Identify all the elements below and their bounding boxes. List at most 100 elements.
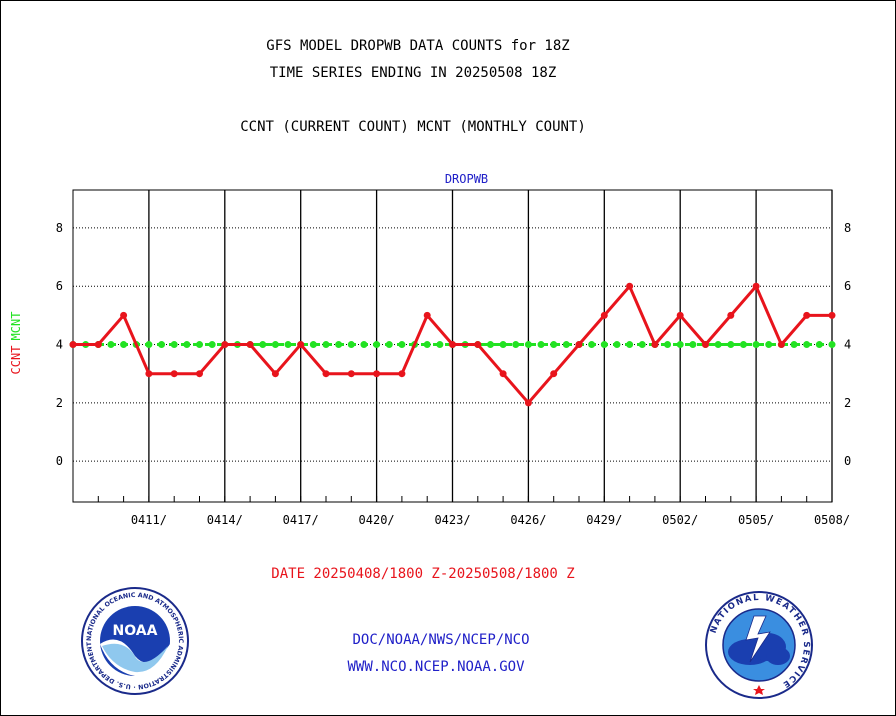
y-tick-label-left: 8 — [56, 221, 63, 235]
website-label: WWW.NCO.NCEP.NOAA.GOV — [347, 659, 525, 675]
x-tick-label: 0426/ — [510, 513, 546, 527]
mcnt-point — [664, 341, 672, 349]
ccnt-point — [651, 341, 659, 349]
ccnt-point — [524, 399, 532, 407]
y-tick-label-left: 4 — [56, 338, 63, 352]
mcnt-point — [259, 341, 267, 349]
ccnt-point — [777, 341, 785, 349]
y-axis-label-mcnt: MCNT — [9, 312, 23, 341]
mcnt-point — [626, 341, 634, 349]
mcnt-point — [714, 341, 722, 349]
ccnt-point — [69, 341, 77, 349]
y-tick-label-right: 0 — [844, 454, 851, 468]
ccnt-point — [752, 282, 760, 290]
ccnt-point — [120, 311, 128, 319]
x-tick-label: 0414/ — [207, 513, 243, 527]
mcnt-point — [360, 341, 368, 349]
ccnt-point — [373, 370, 381, 378]
mcnt-point — [158, 341, 166, 349]
ccnt-point — [600, 311, 608, 319]
x-tick-label: 0502/ — [662, 513, 698, 527]
ccnt-point — [297, 341, 305, 349]
chart-title-line2: TIME SERIES ENDING IN 20250508 18Z — [269, 65, 557, 81]
mcnt-point — [322, 341, 330, 349]
x-tick-label: 0420/ — [359, 513, 395, 527]
mcnt-point — [145, 341, 153, 349]
y-tick-label-left: 6 — [56, 279, 63, 293]
mcnt-point — [208, 341, 216, 349]
ccnt-point — [271, 370, 279, 378]
mcnt-point — [120, 341, 128, 349]
ccnt-point — [170, 370, 178, 378]
x-tick-label: 0417/ — [283, 513, 319, 527]
ccnt-point — [221, 341, 229, 349]
y-axis-label-ccnt: CCNT — [9, 346, 23, 375]
mcnt-point — [676, 341, 684, 349]
mcnt-point — [107, 341, 115, 349]
mcnt-point — [271, 341, 279, 349]
mcnt-point — [739, 341, 747, 349]
mcnt-point — [752, 341, 760, 349]
mcnt-point — [398, 341, 406, 349]
ccnt-point — [550, 370, 558, 378]
ccnt-point — [702, 341, 709, 349]
mcnt-point — [347, 341, 355, 349]
mcnt-point — [550, 341, 558, 349]
org-path-label: DOC/NOAA/NWS/NCEP/NCO — [352, 632, 530, 648]
mcnt-point — [196, 341, 203, 349]
mcnt-point — [524, 341, 532, 349]
y-tick-label-right: 6 — [844, 279, 851, 293]
y-tick-label-left: 0 — [56, 454, 63, 468]
mcnt-point — [765, 341, 773, 349]
noaa-logo-text: NOAA — [113, 623, 158, 639]
mcnt-point — [803, 341, 811, 349]
ccnt-point — [727, 311, 735, 319]
ccnt-point — [626, 282, 634, 290]
chart-subtitle: CCNT (CURRENT COUNT) MCNT (MONTHLY COUNT… — [240, 119, 586, 135]
chart-title-line1: GFS MODEL DROPWB DATA COUNTS for 18Z — [266, 38, 570, 54]
ccnt-point — [449, 341, 456, 349]
x-tick-label: 0411/ — [131, 513, 167, 527]
mcnt-point — [689, 341, 697, 349]
ccnt-point — [246, 341, 254, 349]
mcnt-point — [499, 341, 507, 349]
y-tick-label-right: 4 — [844, 338, 851, 352]
x-tick-label: 0505/ — [738, 513, 774, 527]
noaa-logo: NATIONAL OCEANIC AND ATMOSPHERIC ADMINIS… — [80, 586, 189, 695]
mcnt-point — [815, 341, 823, 349]
mcnt-point — [309, 341, 317, 349]
mcnt-point — [828, 341, 836, 349]
ccnt-point — [94, 341, 102, 349]
mcnt-point — [727, 341, 735, 349]
ccnt-point — [474, 341, 482, 349]
ccnt-point — [676, 311, 684, 319]
mcnt-point — [588, 341, 596, 349]
nws-logo: NATIONAL WEATHER SERVICE — [705, 591, 813, 699]
mcnt-point — [600, 341, 608, 349]
ccnt-point — [803, 311, 811, 319]
ccnt-point — [322, 370, 330, 378]
mcnt-point — [385, 341, 393, 349]
ccnt-point — [347, 370, 355, 378]
mcnt-point — [436, 341, 444, 349]
mcnt-point — [638, 341, 646, 349]
ccnt-point — [828, 311, 836, 319]
mcnt-point — [512, 341, 520, 349]
mcnt-point — [335, 341, 343, 349]
x-tick-label: 0423/ — [434, 513, 470, 527]
y-tick-label-right: 8 — [844, 221, 851, 235]
mcnt-point — [613, 341, 621, 349]
ccnt-point — [196, 370, 203, 378]
ccnt-point — [145, 370, 153, 378]
date-range-label: DATE 20250408/1800 Z-20250508/1800 Z — [271, 566, 575, 582]
mcnt-point — [423, 341, 431, 349]
mcnt-point — [790, 341, 798, 349]
mcnt-point — [373, 341, 381, 349]
ccnt-point — [499, 370, 507, 378]
plot-title: DROPWB — [445, 172, 488, 186]
mcnt-point — [486, 341, 494, 349]
ccnt-point — [398, 370, 406, 378]
mcnt-point — [537, 341, 545, 349]
mcnt-point — [562, 341, 570, 349]
